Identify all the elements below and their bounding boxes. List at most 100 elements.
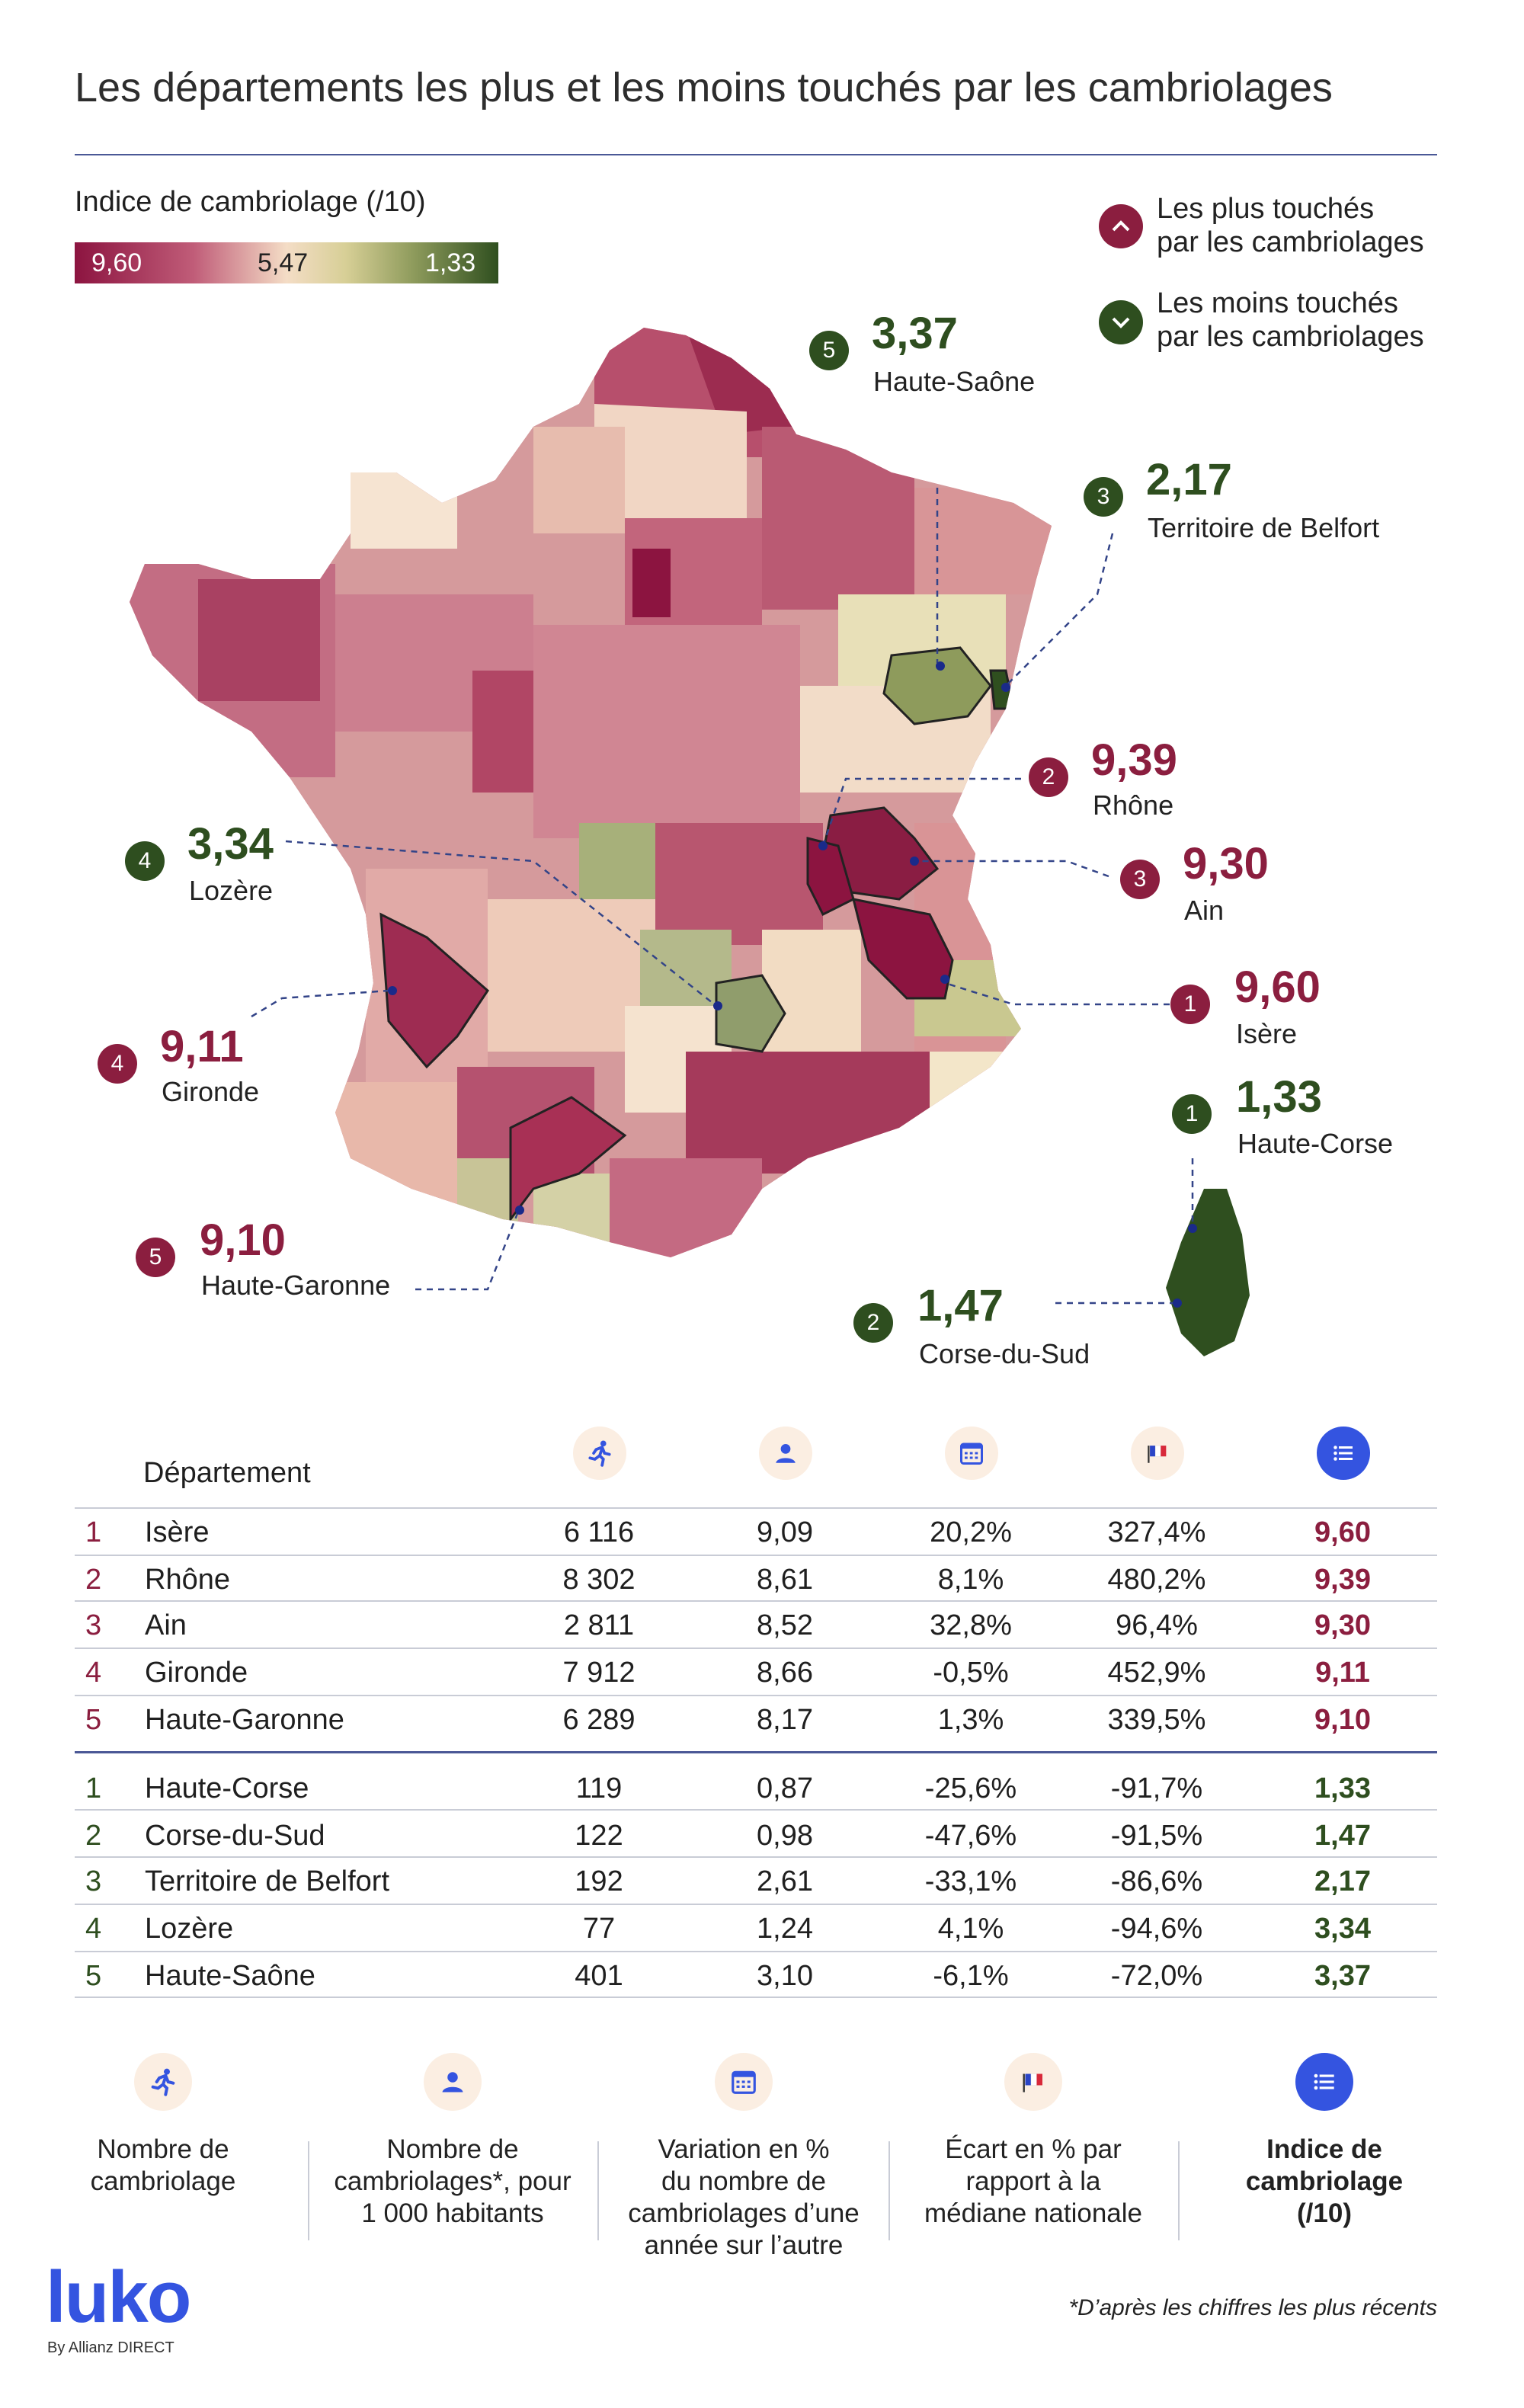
row-per1000: 8,61 [757, 1564, 813, 1596]
person-icon [424, 2053, 482, 2111]
callout-name-haute-saone: Haute-Saône [873, 366, 1036, 397]
row-gap: 480,2% [1107, 1564, 1206, 1596]
row-gap: 96,4% [1116, 1609, 1198, 1641]
table-row: 5 Haute-Saône 401 3,10 -6,1% -72,0% 3,37 [75, 1952, 1437, 1998]
row-per1000: 1,24 [757, 1913, 813, 1945]
chevron-up-icon [1099, 204, 1143, 248]
row-per1000: 8,17 [757, 1704, 813, 1736]
footer-divider [308, 2141, 309, 2240]
table-separator [75, 1507, 1437, 1509]
row-count: 122 [575, 1820, 623, 1852]
row-variation: -47,6% [924, 1820, 1017, 1852]
table-separator [75, 1997, 1437, 1998]
row-gap: -72,0% [1110, 1960, 1203, 1992]
table-group-separator [75, 1751, 1437, 1753]
row-variation: -33,1% [924, 1865, 1017, 1897]
callout-name-rhone: Rhône [1093, 789, 1174, 821]
row-variation: 4,1% [937, 1913, 1004, 1945]
table-separator [75, 1555, 1437, 1556]
row-count: 8 302 [562, 1564, 636, 1596]
list-icon [1317, 1427, 1370, 1480]
callout-name-haute-garonne: Haute-Garonne [201, 1270, 391, 1301]
chevron-down-icon [1099, 300, 1143, 344]
callout-rank-lozere: 4 [125, 841, 165, 881]
callout-name-lozere: Lozère [189, 875, 274, 906]
region-gironde [379, 912, 489, 1069]
row-departement: Corse-du-Sud [145, 1820, 325, 1852]
row-per1000: 0,98 [757, 1820, 813, 1852]
row-index: 9,30 [1314, 1609, 1371, 1641]
row-index: 9,60 [1314, 1516, 1371, 1548]
row-variation: 8,1% [937, 1564, 1004, 1596]
row-per1000: 0,87 [757, 1772, 813, 1804]
row-variation: 1,3% [937, 1704, 1004, 1736]
table-row: 5 Haute-Garonne 6 289 8,17 1,3% 339,5% 9… [75, 1696, 1437, 1742]
table-row: 1 Haute-Corse 119 0,87 -25,6% -91,7% 1,3… [75, 1765, 1437, 1811]
luko-logo: luko [46, 2256, 191, 2338]
row-departement: Ain [145, 1609, 187, 1641]
row-gap: 452,9% [1107, 1657, 1206, 1689]
row-variation: -6,1% [933, 1960, 1009, 1992]
row-index: 3,37 [1314, 1960, 1371, 1992]
row-count: 192 [575, 1865, 623, 1897]
callout-name-corse-du-sud: Corse-du-Sud [919, 1338, 1090, 1369]
row-count: 401 [575, 1960, 623, 1992]
table-separator [75, 1647, 1437, 1649]
callout-name-haute-corse: Haute-Corse [1237, 1128, 1394, 1159]
row-count: 77 [582, 1913, 616, 1945]
row-variation: 32,8% [930, 1609, 1012, 1641]
callout-rank-isere: 1 [1170, 985, 1210, 1024]
row-per1000: 8,52 [757, 1609, 813, 1641]
row-gap: 339,5% [1107, 1704, 1206, 1736]
table-separator [75, 1904, 1437, 1905]
calendar-icon [715, 2053, 773, 2111]
row-index: 2,17 [1314, 1865, 1371, 1897]
legend-high-value: 9,60 [91, 248, 142, 277]
title-divider [75, 154, 1437, 155]
row-departement: Gironde [145, 1657, 248, 1689]
key-least-label: Les moins touchés par les cambriolages [1157, 287, 1424, 353]
legend-low-value: 1,33 [425, 248, 476, 277]
row-variation: 20,2% [930, 1516, 1012, 1548]
row-index: 9,11 [1315, 1657, 1370, 1689]
row-rank: 4 [85, 1657, 102, 1689]
table-row: 2 Rhône 8 302 8,61 8,1% 480,2% 9,39 [75, 1556, 1437, 1602]
france-map [130, 328, 1250, 1356]
legend-color-scale: 9,60 5,47 1,33 [75, 242, 498, 283]
table-row: 3 Territoire de Belfort 192 2,61 -33,1% … [75, 1858, 1437, 1904]
region-haute-saone [882, 646, 992, 725]
footer-divider [1178, 2141, 1180, 2240]
callout-value-ain: 9,30 [1183, 839, 1269, 889]
row-variation: -25,6% [924, 1772, 1017, 1804]
row-departement: Haute-Corse [145, 1772, 309, 1804]
callout-name-territoire-de-belfort: Territoire de Belfort [1148, 512, 1380, 543]
row-departement: Lozère [145, 1913, 234, 1945]
table-separator [75, 1951, 1437, 1952]
runner-icon [573, 1427, 626, 1480]
row-rank: 3 [85, 1865, 102, 1897]
row-rank: 4 [85, 1913, 102, 1945]
row-per1000: 3,10 [757, 1960, 813, 1992]
region-isere [851, 898, 954, 1000]
callout-rank-haute-garonne: 5 [136, 1238, 175, 1277]
table-separator [75, 1856, 1437, 1858]
row-gap: -91,7% [1110, 1772, 1203, 1804]
callout-value-territoire-de-belfort: 2,17 [1146, 455, 1232, 504]
table-separator [75, 1809, 1437, 1811]
row-rank: 5 [85, 1704, 102, 1736]
callout-value-haute-corse: 1,33 [1236, 1072, 1322, 1122]
row-departement: Haute-Garonne [145, 1704, 344, 1736]
region-lozere [715, 974, 786, 1053]
footer-legend-per1000: Nombre de cambriolages*, pour 1 000 habi… [334, 2134, 572, 2228]
row-departement: Rhône [145, 1564, 230, 1596]
table-separator [75, 1695, 1437, 1696]
row-index: 9,39 [1314, 1564, 1371, 1596]
callout-value-corse-du-sud: 1,47 [917, 1281, 1004, 1330]
logo-subtitle: By Allianz DIRECT [47, 2339, 174, 2356]
person-icon [759, 1427, 812, 1480]
callout-rank-ain: 3 [1120, 860, 1160, 899]
callout-name-gironde: Gironde [162, 1076, 260, 1107]
row-count: 2 811 [563, 1609, 635, 1641]
callout-value-rhone: 9,39 [1091, 735, 1177, 785]
row-gap: -91,5% [1110, 1820, 1203, 1852]
